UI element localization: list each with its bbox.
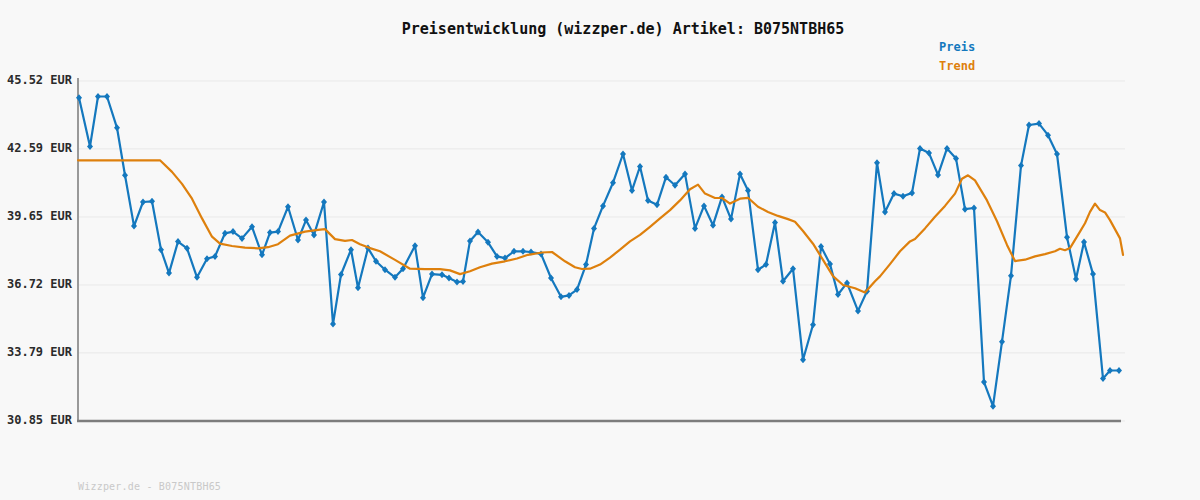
y-tick-label: 39.65 EUR bbox=[0, 209, 72, 223]
series-preis-markers bbox=[76, 93, 1122, 410]
watermark-text: Wizzper.de - B075NTBH65 bbox=[78, 481, 221, 492]
series-preis-line bbox=[79, 97, 1119, 407]
plot-area bbox=[0, 0, 1200, 500]
price-history-chart: Preisentwicklung (wizzper.de) Artikel: B… bbox=[0, 0, 1200, 500]
legend-item-preis: Preis bbox=[939, 38, 975, 57]
y-tick-label: 30.85 EUR bbox=[0, 413, 72, 427]
chart-title: Preisentwicklung (wizzper.de) Artikel: B… bbox=[402, 20, 845, 38]
y-tick-label: 36.72 EUR bbox=[0, 277, 72, 291]
series-trend-line bbox=[78, 160, 1123, 292]
y-tick-label: 42.59 EUR bbox=[0, 141, 72, 155]
y-tick-label: 45.52 EUR bbox=[0, 73, 72, 87]
y-tick-label: 33.79 EUR bbox=[0, 345, 72, 359]
legend: PreisTrend bbox=[939, 38, 975, 76]
legend-item-trend: Trend bbox=[939, 57, 975, 76]
